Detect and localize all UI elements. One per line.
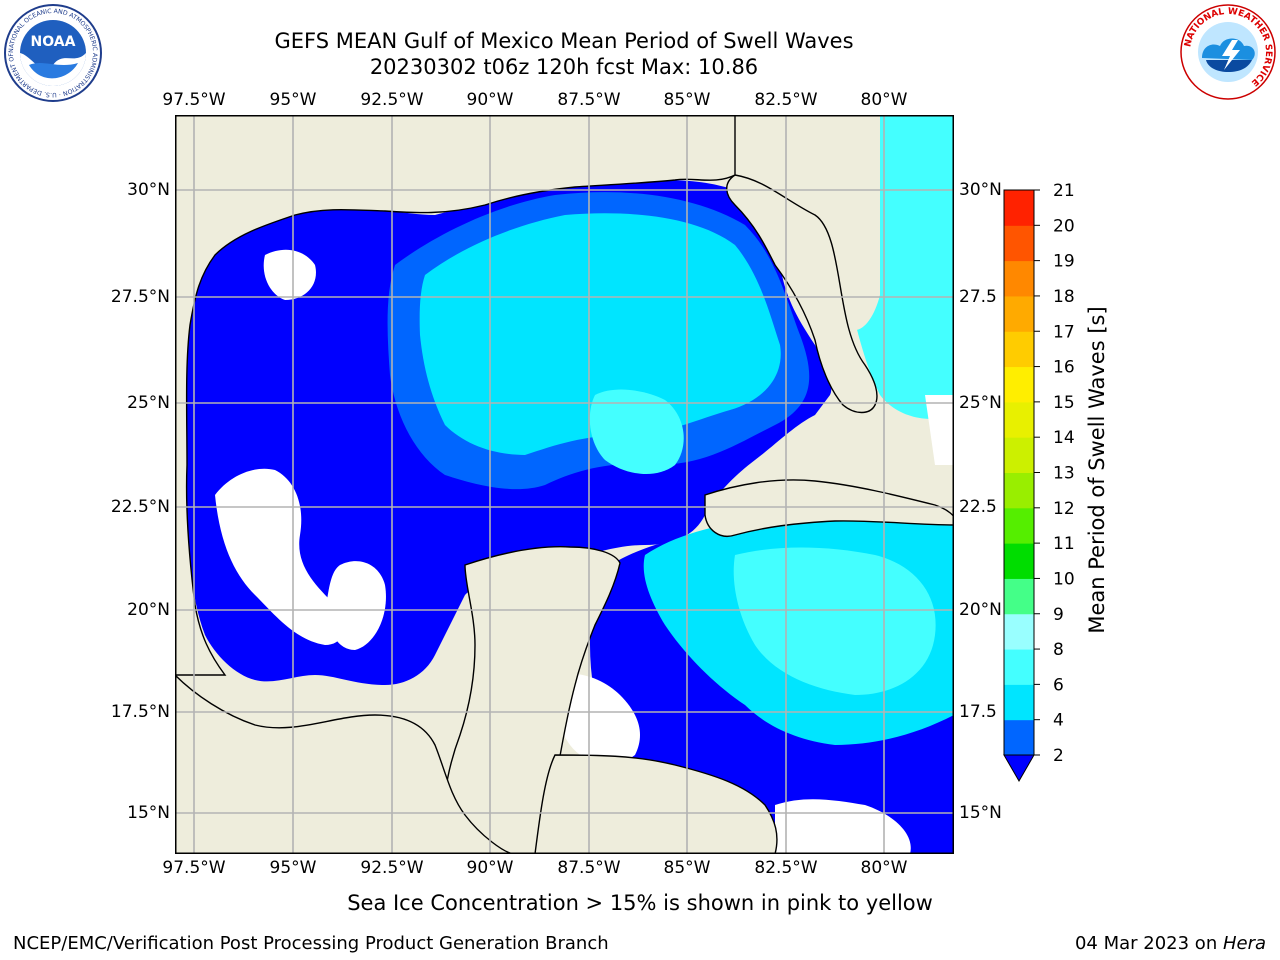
colorbar-segment xyxy=(1004,190,1034,226)
colorbar-extend-triangle xyxy=(1003,754,1035,783)
land-texas-coast xyxy=(175,115,736,676)
lon-label-bottom: 92.5°W xyxy=(360,858,424,878)
noaa-logo-text: NOAA xyxy=(31,34,76,50)
lon-label-bottom: 85°W xyxy=(663,858,711,878)
lon-label-bottom: 80°W xyxy=(860,858,908,878)
band-8-9-center xyxy=(589,389,684,475)
colorbar-segment xyxy=(1004,649,1034,685)
land-honduras xyxy=(534,754,778,854)
lon-label-bottom: 95°W xyxy=(269,858,317,878)
lon-label-top: 80°W xyxy=(860,90,908,110)
lat-label-right: 27.5 xyxy=(959,287,997,307)
lat-label-left: 30°N xyxy=(127,180,170,200)
colorbar-segment xyxy=(1004,401,1034,438)
lat-label-right: 20°N xyxy=(959,600,1002,620)
colorbar-tick-label: 9 xyxy=(1053,605,1064,625)
lat-label-left: 22.5°N xyxy=(110,497,170,517)
footer-date-text: 04 Mar 2023 on xyxy=(1074,933,1223,954)
graticule xyxy=(175,115,954,854)
nodata-bahamas xyxy=(925,395,954,465)
plot-title: GEFS MEAN Gulf of Mexico Mean Period of … xyxy=(274,29,854,53)
lat-label-right: 22.5 xyxy=(959,497,997,517)
lon-label-top: 87.5°W xyxy=(557,90,621,110)
lon-label-top: 85°W xyxy=(663,90,711,110)
nws-logo: NATIONAL WEATHER SERVICE xyxy=(1178,2,1278,102)
colorbar-segment xyxy=(1004,225,1034,262)
colorbar-tick-label: 13 xyxy=(1053,464,1075,484)
colorbar xyxy=(1000,185,1050,785)
lon-label-top: 97.5°W xyxy=(162,90,226,110)
colorbar-segment xyxy=(1004,472,1034,509)
colorbar-segment xyxy=(1004,295,1034,332)
map-frame xyxy=(175,115,954,854)
nodata-texas xyxy=(263,249,316,300)
lat-label-left: 25°N xyxy=(127,393,170,413)
colorbar-segment xyxy=(1004,684,1034,721)
colorbar-tick-label: 18 xyxy=(1053,287,1075,307)
land-florida xyxy=(726,174,878,414)
colorbar-segment xyxy=(1004,578,1034,615)
lon-label-bottom: 82.5°W xyxy=(754,858,818,878)
lat-label-left: 17.5°N xyxy=(110,702,170,722)
colorbar-label: Mean Period of Swell Waves [s] xyxy=(1085,306,1109,634)
nodata-yucatan-south xyxy=(556,673,640,764)
lon-label-top: 90°W xyxy=(466,90,514,110)
nodata-west-gulf xyxy=(215,468,344,645)
colorbar-segment xyxy=(1004,260,1034,297)
lat-label-right: 17.5 xyxy=(959,702,997,722)
noaa-logo: NATIONAL OCEANIC AND ATMOSPHERIC ADMINIS… xyxy=(0,0,103,103)
lon-label-top: 92.5°W xyxy=(360,90,424,110)
colorbar-tick-label: 10 xyxy=(1053,569,1075,589)
plot-subtitle: 20230302 t06z 120h fcst Max: 10.86 xyxy=(369,55,759,79)
band-8-9-caribbean xyxy=(733,547,936,695)
footer-org: NCEP/EMC/Verification Post Processing Pr… xyxy=(13,933,609,954)
colorbar-tick-label: 6 xyxy=(1053,675,1064,695)
colorbar-tick-label: 4 xyxy=(1053,711,1064,731)
colorbar-tick-label: 14 xyxy=(1053,428,1075,448)
lon-label-top: 95°W xyxy=(269,90,317,110)
colorbar-segment xyxy=(1004,719,1034,756)
lat-label-right: 30°N xyxy=(959,180,1002,200)
colorbar-tick-label: 16 xyxy=(1053,358,1075,378)
colorbar-tick-label: 2 xyxy=(1053,746,1064,766)
colorbar-segment xyxy=(1004,366,1034,403)
colorbar-tick-label: 11 xyxy=(1053,534,1075,554)
lat-label-right: 15°N xyxy=(959,803,1002,823)
lon-label-bottom: 97.5°W xyxy=(162,858,226,878)
colorbar-segment xyxy=(1004,507,1034,544)
colorbar-tick-label: 17 xyxy=(1053,322,1075,342)
footer-date: 04 Mar 2023 on Hera xyxy=(1075,933,1266,955)
lat-label-left: 27.5°N xyxy=(110,287,170,307)
lat-label-left: 15°N xyxy=(127,803,170,823)
colorbar-tick-label: 8 xyxy=(1053,640,1064,660)
nodata-campeche xyxy=(326,561,386,650)
land-central-america xyxy=(175,674,516,854)
footer-host: Hera xyxy=(1222,933,1266,954)
colorbar-tick-label: 12 xyxy=(1053,499,1075,519)
colorbar-segment xyxy=(1004,437,1034,473)
colorbar-segment xyxy=(1004,543,1034,579)
colorbar-tick-label: 20 xyxy=(1053,216,1075,236)
lon-label-top: 82.5°W xyxy=(754,90,818,110)
land-florida-east xyxy=(825,115,880,330)
band-6-8 xyxy=(419,213,781,455)
land-cuba xyxy=(704,479,954,537)
lat-label-left: 20°N xyxy=(127,600,170,620)
colorbar-tick-label: 19 xyxy=(1053,252,1075,272)
sea-ice-note: Sea Ice Concentration > 15% is shown in … xyxy=(347,891,933,915)
lat-label-right: 25°N xyxy=(959,393,1002,413)
colorbar-segment xyxy=(1004,331,1034,368)
colorbar-tick-labels: 2 4 6 8 9 10 11 12 13 14 15 16 17 18 19 20 21 xyxy=(1052,180,1092,770)
lon-label-bottom: 87.5°W xyxy=(557,858,621,878)
map-panel xyxy=(175,115,954,854)
colorbar-tick-label: 15 xyxy=(1053,393,1075,413)
colorbar-segment xyxy=(1004,613,1034,650)
colorbar-tick-label: 21 xyxy=(1053,181,1075,201)
lon-label-bottom: 90°W xyxy=(466,858,514,878)
